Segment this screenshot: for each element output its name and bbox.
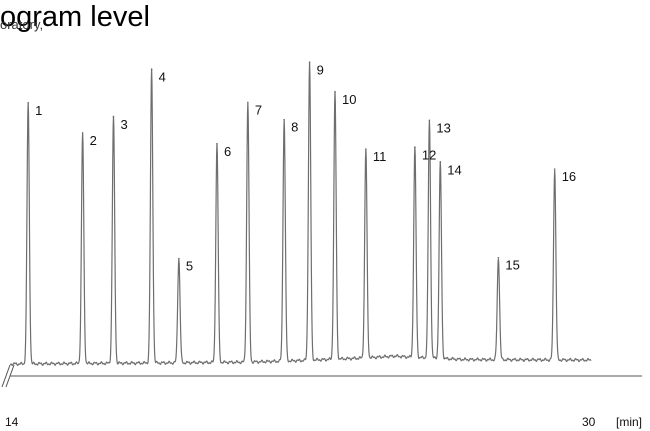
- peak-7: 7: [247, 101, 262, 117]
- peak-apex-9: [308, 61, 311, 64]
- peak-15: 15: [497, 256, 520, 273]
- peak-8: 8: [283, 118, 298, 135]
- peak-label-6: 6: [224, 144, 231, 159]
- peak-11: 11: [365, 148, 386, 164]
- peak-apex-8: [283, 118, 285, 121]
- peak-4: 4: [150, 68, 166, 85]
- peak-16: 16: [553, 168, 576, 184]
- peak-apex-3: [112, 115, 115, 118]
- peak-label-16: 16: [562, 169, 576, 184]
- peak-apex-2: [81, 132, 84, 134]
- overlapping-text-fragment: oratory,: [0, 17, 44, 32]
- peak-apex-1: [27, 102, 29, 104]
- axis-break-mark-left: [1, 364, 11, 388]
- peak-label-15: 15: [505, 258, 519, 273]
- x-axis: 14 30 [min]: [1, 364, 642, 429]
- peak-label-8: 8: [291, 120, 298, 135]
- peak-2: 2: [81, 132, 97, 148]
- peak-apex-14: [439, 161, 442, 164]
- peak-9: 9: [308, 61, 324, 77]
- peak-label-5: 5: [186, 259, 193, 274]
- peak-apex-4: [150, 68, 153, 71]
- peak-label-13: 13: [436, 120, 450, 135]
- peak-apex-13: [428, 119, 431, 122]
- peak-label-4: 4: [159, 70, 166, 85]
- peak-label-9: 9: [317, 62, 324, 77]
- heading-fragment: ogram level: [0, 1, 150, 33]
- peak-apex-5: [178, 257, 180, 260]
- peak-apex-6: [216, 142, 218, 145]
- peak-13: 13: [428, 119, 451, 135]
- x-tick-label-end: 30: [582, 415, 596, 429]
- axis-break-mark-right: [5, 364, 15, 388]
- peak-label-12: 12: [422, 147, 436, 162]
- x-axis-unit: [min]: [616, 415, 642, 429]
- peak-label-14: 14: [447, 162, 461, 177]
- peak-apex-16: [553, 168, 556, 170]
- peak-5: 5: [178, 257, 193, 274]
- peak-label-3: 3: [120, 117, 127, 132]
- peak-label-10: 10: [342, 92, 356, 107]
- peak-6: 6: [216, 142, 231, 159]
- peak-12: 12: [414, 146, 436, 162]
- x-tick-label-start: 14: [5, 415, 19, 429]
- peak-label-2: 2: [90, 133, 97, 148]
- peak-10: 10: [334, 91, 356, 107]
- chromatogram-trace: [9, 61, 592, 367]
- peak-14: 14: [439, 161, 462, 177]
- peak-apex-11: [365, 148, 367, 150]
- peak-label-7: 7: [255, 102, 262, 117]
- peak-apex-15: [497, 256, 500, 259]
- trace-layer: [9, 61, 592, 367]
- peak-apex-12: [414, 146, 416, 149]
- peak-3: 3: [112, 115, 128, 132]
- peak-label-11: 11: [373, 149, 387, 164]
- peak-apex-10: [334, 91, 336, 93]
- peak-1: 1: [27, 102, 42, 118]
- peak-apex-7: [247, 101, 249, 104]
- peak-label-1: 1: [35, 103, 42, 118]
